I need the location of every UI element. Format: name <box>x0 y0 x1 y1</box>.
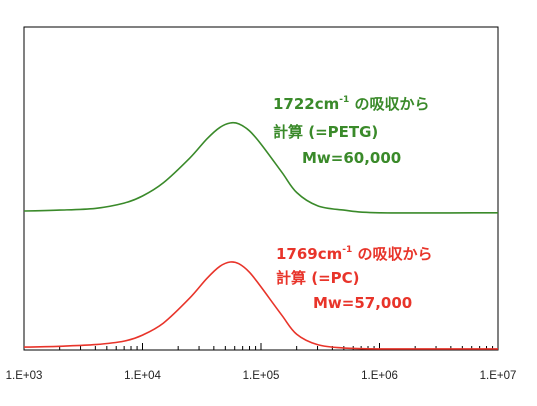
annotation-pc-line1-suffix: の吸収から <box>352 245 432 263</box>
annotation-petg: 1722cm-1 の吸収から 計算 (=PETG) Mw=60,000 <box>273 95 435 167</box>
annotation-pc-line2: 計算 (=PC) <box>276 269 360 287</box>
annotation-petg-line2: 計算 (=PETG) <box>273 123 378 141</box>
annotation-pc: 1769cm-1 の吸収から 計算 (=PC) Mw=57,000 <box>276 245 438 312</box>
x-tick-label: 1.E+07 <box>480 370 517 382</box>
annotation-pc-superscript: -1 <box>342 245 352 255</box>
x-tick-label: 1.E+06 <box>361 370 398 382</box>
series-line-pc <box>23 261 499 350</box>
plot-area-frame <box>23 26 499 351</box>
x-tick-label: 1.E+03 <box>6 370 43 382</box>
x-tick-label: 1.E+05 <box>243 370 280 382</box>
annotation-petg-line3: Mw=60,000 <box>302 149 401 167</box>
annotation-pc-line1-prefix: 1769cm <box>276 245 342 263</box>
annotation-pc-line3: Mw=57,000 <box>313 294 412 312</box>
x-tick-label: 1.E+04 <box>124 370 161 382</box>
series-line-petg <box>23 121 499 214</box>
annotation-petg-line1-suffix: の吸収から <box>349 95 429 113</box>
annotation-petg-superscript: -1 <box>339 95 349 105</box>
series-lines <box>23 121 499 350</box>
annotation-petg-line1-prefix: 1722cm <box>273 95 339 113</box>
x-axis-tick-labels: 1.E+03 1.E+04 1.E+05 1.E+06 1.E+07 <box>6 370 517 382</box>
